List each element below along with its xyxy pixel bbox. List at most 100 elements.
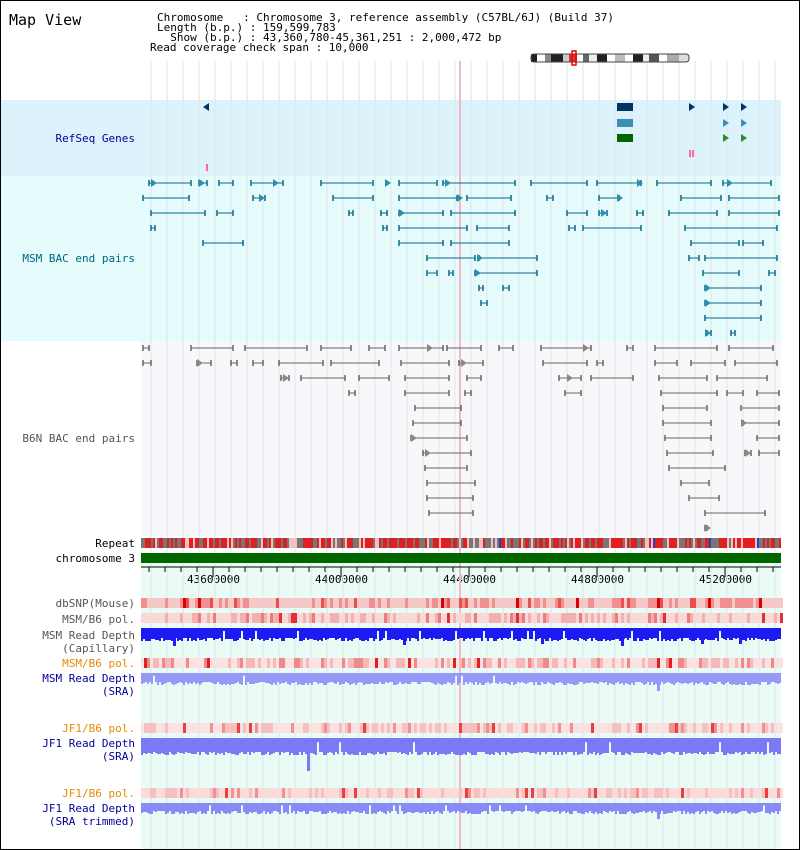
depth-bar (205, 673, 207, 682)
depth-bar (603, 803, 605, 811)
depth-bar (297, 738, 299, 755)
heat-cell (660, 788, 663, 798)
depth-bar (309, 803, 311, 811)
heat-cell (165, 598, 168, 608)
heat-cell (471, 658, 474, 668)
repeat-segment (521, 538, 523, 548)
heat-cell (633, 598, 636, 608)
repeat-segment (693, 538, 695, 548)
heat-cell (375, 598, 378, 608)
heat-cell (375, 788, 378, 798)
heat-cell (303, 723, 306, 733)
depth-bar (307, 628, 309, 640)
depth-bar (359, 803, 361, 813)
heat-cell (372, 723, 375, 733)
heat-cell (234, 613, 237, 623)
chromosome-3-label: chromosome 3 (55, 552, 135, 565)
depth-bar (689, 803, 691, 814)
depth-bar (485, 738, 487, 754)
depth-bar (567, 628, 569, 640)
heat-cell (270, 658, 273, 668)
heat-cell (741, 788, 744, 798)
depth-bar (609, 673, 611, 683)
depth-bar (665, 803, 667, 814)
depth-bar (571, 628, 573, 639)
heat-cell (483, 598, 486, 608)
depth-bar (615, 673, 617, 683)
heat-cell (726, 723, 729, 733)
heat-cell (225, 613, 228, 623)
heat-cell (165, 658, 168, 668)
msm-bac-marker (601, 209, 607, 217)
depth-bar (393, 628, 395, 639)
heat-cell (438, 788, 441, 798)
repeat-segment (223, 538, 225, 548)
repeat-segment (331, 538, 333, 548)
repeat-segment (293, 538, 295, 548)
depth-bar (253, 738, 255, 753)
repeat-segment (193, 538, 195, 548)
depth-bar (403, 803, 405, 814)
heat-cell (630, 613, 633, 623)
heat-cell (285, 788, 288, 798)
heat-cell (438, 613, 441, 623)
depth-bar (471, 628, 473, 638)
heat-cell (609, 598, 612, 608)
repeat-segment (573, 538, 575, 548)
gene-marker (723, 103, 729, 111)
heat-cell (651, 613, 654, 623)
heat-cell (744, 613, 747, 623)
depth-bar (361, 738, 363, 755)
depth-bar (745, 803, 747, 811)
depth-bar (191, 673, 193, 684)
depth-bar (503, 628, 505, 638)
depth-bar (165, 673, 167, 683)
depth-bar (249, 803, 251, 812)
heat-cell (669, 658, 672, 668)
repeat-segment (667, 538, 669, 548)
heat-cell (576, 788, 579, 798)
heat-cell (540, 613, 543, 623)
heat-cell (180, 788, 183, 798)
depth-bar (663, 628, 665, 639)
depth-bar (253, 803, 255, 812)
depth-bar (371, 673, 373, 683)
depth-bar (495, 803, 497, 811)
repeat-segment (647, 538, 649, 548)
depth-bar (399, 738, 401, 752)
depth-bar (175, 803, 177, 812)
heat-cell (381, 598, 384, 608)
heat-cell (696, 613, 699, 623)
depth-bar (515, 803, 517, 811)
depth-bar (469, 673, 471, 682)
heat-cell (348, 598, 351, 608)
heat-cell (258, 788, 261, 798)
repeat-segment (493, 538, 495, 548)
repeat-segment (483, 538, 485, 548)
depth-bar (769, 803, 771, 814)
heat-cell (588, 723, 591, 733)
depth-bar (487, 673, 489, 682)
heat-cell (588, 788, 591, 798)
depth-bar (215, 803, 217, 814)
repeat-segment (187, 538, 189, 548)
heat-cell (657, 598, 660, 608)
depth-bar (481, 738, 483, 752)
depth-bar (565, 803, 567, 813)
heat-cell (174, 598, 177, 608)
heat-cell (744, 788, 747, 798)
depth-bar (415, 738, 417, 752)
depth-bar (651, 738, 653, 755)
ideogram-band (551, 54, 563, 62)
heat-cell (606, 788, 609, 798)
depth-bar (377, 628, 379, 631)
depth-bar (641, 673, 643, 683)
heat-cell (672, 598, 675, 608)
repeat-segment (377, 538, 379, 548)
depth-bar (337, 803, 339, 814)
heat-cell (150, 788, 153, 798)
heat-cell (534, 613, 537, 623)
depth-bar (291, 628, 293, 638)
repeat-segment (185, 538, 187, 548)
depth-bar (545, 673, 547, 684)
